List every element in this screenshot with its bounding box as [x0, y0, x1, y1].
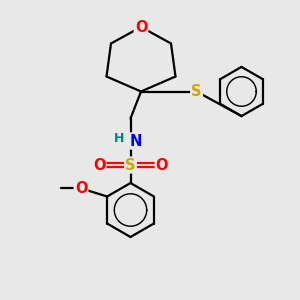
Text: S: S	[191, 84, 202, 99]
Text: N: N	[130, 134, 142, 148]
Text: S: S	[125, 158, 136, 172]
Text: O: O	[75, 181, 87, 196]
Text: O: O	[135, 20, 147, 34]
Text: H: H	[114, 131, 124, 145]
Text: O: O	[156, 158, 168, 172]
Text: O: O	[93, 158, 105, 172]
